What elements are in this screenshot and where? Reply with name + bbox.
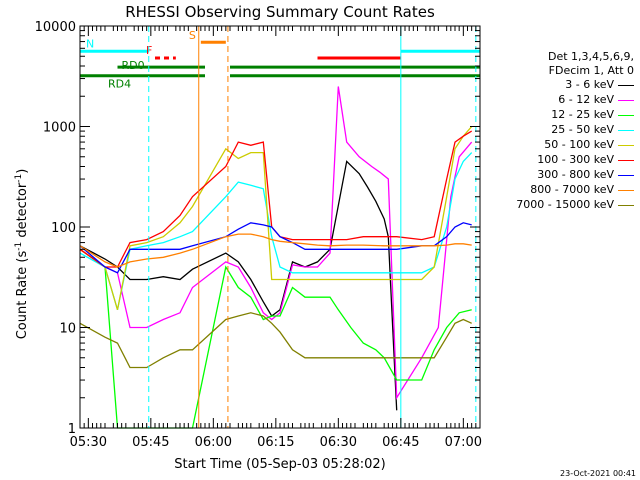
legend-label: 300 - 800 keV: [537, 168, 614, 181]
legend-entry: 7000 - 15000 keV: [516, 198, 634, 211]
x-tick-label: 05:45: [132, 435, 169, 450]
legend-swatch: [618, 144, 634, 146]
flag-label-rd4: RD4: [108, 78, 131, 91]
legend-entry: 3 - 6 keV: [565, 78, 634, 91]
legend-entry: 6 - 12 keV: [558, 93, 634, 106]
series-line-8: [79, 233, 472, 268]
y-tick-label: 1000: [43, 121, 76, 136]
x-tick-label: 06:45: [382, 435, 419, 450]
legend-label: 3 - 6 keV: [565, 78, 614, 91]
footer-date: 23-Oct-2021 00:41: [560, 469, 636, 478]
legend-label: 25 - 50 keV: [551, 123, 614, 136]
legend-header-2: FDecim 1, Att 0: [548, 64, 634, 77]
legend-swatch: [618, 114, 634, 116]
y-tick-label: 1: [68, 422, 76, 437]
x-tick-label: 05:30: [70, 435, 107, 450]
flag-label-n: N: [86, 37, 94, 50]
x-tick-label: 06:15: [257, 435, 294, 450]
svg-text:Count Rate (s-1 detector-1): Count Rate (s-1 detector-1): [14, 169, 30, 340]
x-tick-label: 06:00: [195, 435, 232, 450]
legend-entry: 12 - 25 keV: [551, 108, 634, 121]
series-line-5: [79, 126, 473, 310]
legend-entry: 25 - 50 keV: [551, 123, 634, 136]
legend-entry: 50 - 100 keV: [544, 138, 634, 151]
y-tick-label: 10000: [35, 20, 76, 35]
legend-swatch: [618, 204, 634, 206]
legend-label: 100 - 300 keV: [537, 153, 614, 166]
y-tick-label: 100: [51, 221, 76, 236]
legend-label: 7000 - 15000 keV: [516, 198, 614, 211]
chart-title: RHESSI Observing Summary Count Rates: [125, 3, 435, 21]
x-axis-label: Start Time (05-Sep-03 05:28:02): [174, 457, 385, 472]
flag-label-s: S: [189, 29, 196, 42]
legend-label: 12 - 25 keV: [551, 108, 614, 121]
series-line-9: [79, 312, 472, 369]
x-tick-label: 06:30: [320, 435, 357, 450]
legend-label: 6 - 12 keV: [558, 93, 614, 106]
legend-swatch: [618, 159, 634, 161]
legend-swatch: [618, 99, 634, 101]
x-tick-label: 07:00: [445, 435, 482, 450]
legend-swatch: [618, 84, 634, 86]
legend-entry: 800 - 7000 keV: [530, 183, 634, 196]
legend-header-1: Det 1,3,4,5,6,9,: [547, 50, 634, 63]
y-axis-label: Count Rate (s-1 detector-1): [14, 169, 30, 340]
legend-entry: 300 - 800 keV: [537, 168, 634, 181]
legend-label: 800 - 7000 keV: [530, 183, 614, 196]
legend-swatch: [618, 174, 634, 176]
legend-label: 50 - 100 keV: [544, 138, 614, 151]
series-line-6: [79, 130, 473, 268]
legend-swatch: [618, 129, 634, 131]
flag-label-rd0: RD0: [122, 59, 145, 72]
legend-entry: 100 - 300 keV: [537, 153, 634, 166]
legend-swatch: [618, 189, 634, 191]
y-tick-label: 10: [59, 322, 76, 337]
series-line-4: [79, 152, 473, 310]
